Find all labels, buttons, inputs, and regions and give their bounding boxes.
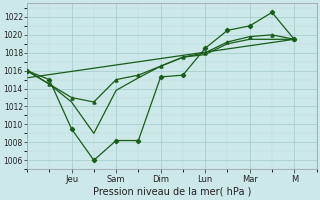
X-axis label: Pression niveau de la mer( hPa ): Pression niveau de la mer( hPa ) <box>92 187 251 197</box>
